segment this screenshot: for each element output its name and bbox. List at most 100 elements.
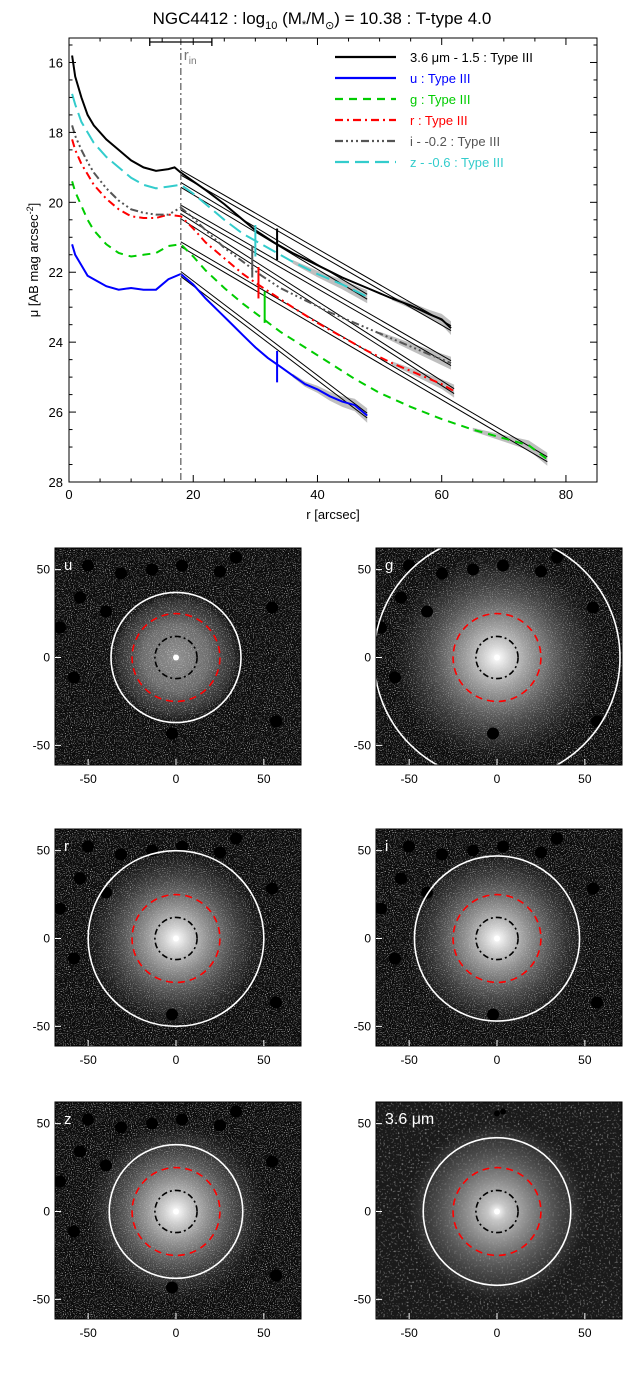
- panel-frame: [375, 1101, 623, 1320]
- panel-y-tick-label: -50: [33, 1292, 51, 1306]
- fit-line: [180, 246, 548, 463]
- x-axis-label: r [arcsec]: [306, 507, 359, 522]
- masked-source: [176, 559, 188, 572]
- masked-source: [266, 882, 278, 895]
- fit-line: [180, 186, 368, 300]
- panel-y-tick-label: -50: [33, 1019, 51, 1033]
- image-panel-5: 3.6 μm -50 0 50 50 0 -50: [354, 1101, 623, 1340]
- plot-frame: [68, 37, 598, 483]
- galaxy-nucleus: [173, 1208, 179, 1215]
- panel-x-tick-label: -50: [400, 1053, 418, 1067]
- panel-frame: [54, 828, 302, 1047]
- masked-source: [82, 559, 94, 572]
- galaxy-nucleus: [494, 935, 500, 942]
- masked-source: [146, 1117, 158, 1130]
- legend-label: g : Type III: [410, 92, 470, 107]
- masked-source: [551, 551, 563, 564]
- r-in-circle: [154, 1189, 198, 1234]
- panel-x-tick-label: 0: [173, 1053, 180, 1067]
- masked-source: [487, 1008, 499, 1021]
- masked-source: [115, 567, 127, 580]
- masked-source: [389, 952, 401, 965]
- legend-label: r : Type III: [410, 113, 468, 128]
- outer-circle: [422, 1136, 572, 1287]
- break-circle: [131, 1166, 221, 1257]
- legend-label: u : Type III: [410, 71, 470, 86]
- panel-x-tick-label: 0: [494, 772, 501, 786]
- galaxy-nucleus: [494, 1208, 500, 1215]
- y-tick-label: 26: [49, 405, 63, 420]
- masked-source: [270, 996, 282, 1009]
- uncertainty-band: [292, 260, 368, 304]
- masked-source: [494, 1110, 500, 1117]
- r-in-circle: [475, 916, 519, 961]
- masked-source: [100, 605, 112, 618]
- masked-source: [166, 1281, 178, 1294]
- masked-source: [266, 601, 278, 614]
- fit-line: [180, 204, 452, 362]
- masked-source: [100, 1159, 112, 1172]
- x-tick-label: 20: [186, 487, 200, 502]
- profile-line: [71, 244, 368, 417]
- y-tick-label: 24: [49, 335, 63, 350]
- masked-source: [176, 840, 188, 853]
- outer-circle: [376, 548, 621, 765]
- legend: 3.6 μm - 1.5 : Type III u : Type III g : T…: [335, 50, 533, 170]
- profile-line: [71, 93, 368, 298]
- outer-circle: [87, 849, 265, 1028]
- panel-x-tick-label: 50: [257, 772, 271, 786]
- panel-y-tick-label: 0: [43, 651, 50, 665]
- masked-source: [436, 567, 448, 580]
- masked-source: [497, 559, 509, 572]
- outer-circle: [108, 1143, 244, 1280]
- uncertainty-band: [292, 373, 368, 423]
- masked-source: [166, 727, 178, 740]
- x-tick-label: 0: [65, 487, 72, 502]
- panel-y-tick-label: 0: [364, 1205, 371, 1219]
- profile-axes: rin 0 20 40 60 80 16 18 20 22 24 26 28: [49, 38, 598, 502]
- masked-source: [146, 563, 158, 576]
- fit-line: [180, 209, 452, 367]
- panel-x-tick-label: -50: [400, 772, 418, 786]
- masked-source: [74, 872, 86, 885]
- panel-x-tick-label: -50: [79, 1326, 97, 1340]
- masked-source: [497, 840, 509, 853]
- masked-source: [389, 671, 401, 684]
- outer-circle: [110, 591, 242, 724]
- masked-source: [587, 882, 599, 895]
- panel-x-tick-label: 50: [578, 772, 592, 786]
- panel-x-tick-label: 0: [494, 1326, 501, 1340]
- panel-y-tick-label: 0: [364, 651, 371, 665]
- masked-source: [74, 1145, 86, 1158]
- panel-frame: [54, 1101, 302, 1320]
- panel-label: r: [64, 838, 69, 855]
- uncertainty-band: [472, 427, 548, 466]
- masked-source: [376, 902, 387, 915]
- y-tick-label: 28: [49, 475, 63, 490]
- masked-source: [421, 605, 433, 618]
- masked-source: [68, 952, 80, 965]
- masked-source: [230, 551, 242, 564]
- masked-source: [115, 1121, 127, 1134]
- r-in-circle: [475, 635, 519, 680]
- masked-source: [214, 1119, 226, 1132]
- y-tick-label: 22: [49, 265, 63, 280]
- panel-y-tick-label: 0: [43, 932, 50, 946]
- image-panel-3: i -50 0 50 50 0 -50: [354, 828, 623, 1067]
- panel-x-tick-label: 0: [173, 1326, 180, 1340]
- masked-source: [395, 591, 407, 604]
- masked-source: [587, 601, 599, 614]
- series-1: [71, 244, 368, 423]
- image-panel-0: u -50 0 50 50 0 -50: [33, 547, 302, 786]
- profile-plot: rin 0 20 40 60 80 16 18 20 22 24 26 28 3.6 μm - 1.5 …: [25, 37, 598, 522]
- profile-content: [71, 55, 548, 466]
- profile-line: [71, 125, 452, 365]
- series-4: [71, 125, 452, 370]
- break-circle: [452, 893, 542, 984]
- y-tick-label: 16: [49, 55, 63, 70]
- r-in-label: rin: [184, 47, 197, 67]
- panel-y-tick-label: -50: [354, 1292, 372, 1306]
- fit-line: [180, 181, 368, 295]
